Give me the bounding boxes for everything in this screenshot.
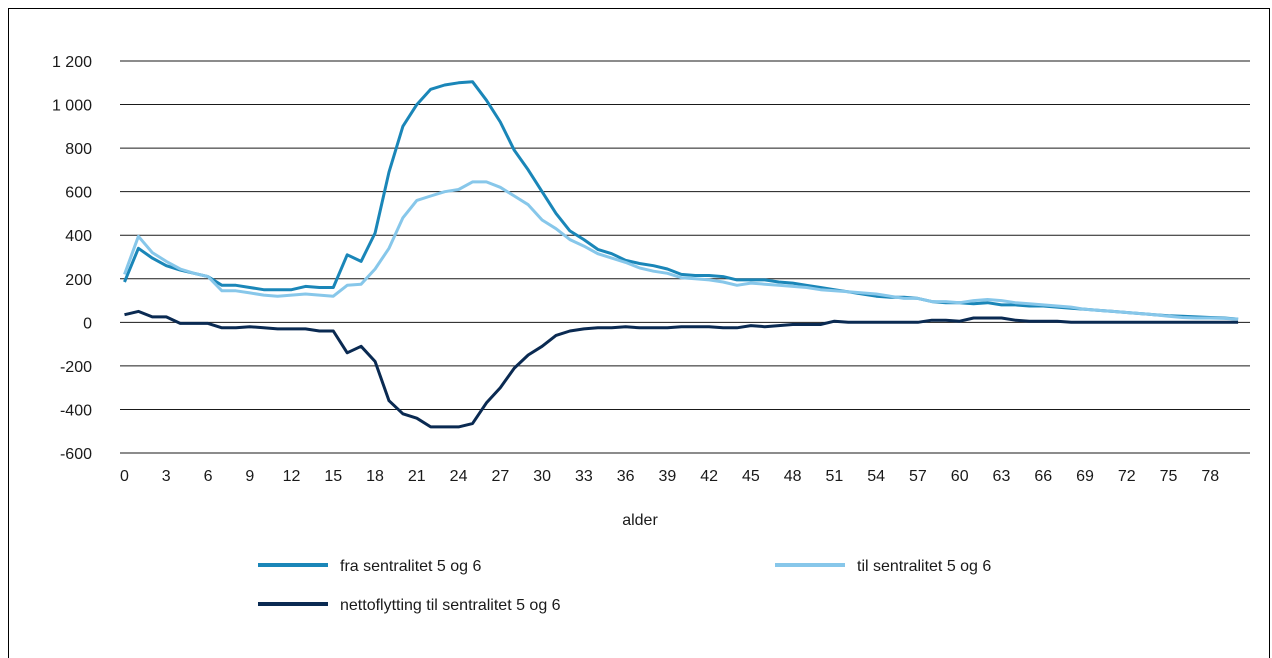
x-tick-label: 3 bbox=[162, 468, 171, 485]
legend-label-fra: fra sentralitet 5 og 6 bbox=[340, 558, 482, 575]
legend-label-til: til sentralitet 5 og 6 bbox=[857, 558, 991, 575]
y-tick-label: -200 bbox=[60, 359, 92, 376]
y-tick-label: 1 000 bbox=[52, 98, 92, 115]
y-tick-label: 1 200 bbox=[52, 54, 92, 71]
y-tick-label: 0 bbox=[83, 315, 92, 332]
x-tick-label: 66 bbox=[1034, 468, 1052, 485]
x-tick-label: 18 bbox=[366, 468, 384, 485]
x-tick-label: 0 bbox=[120, 468, 129, 485]
y-axis-ticks: -600 -400 -200 0 200 400 600 800 1 000 1 200 bbox=[52, 54, 92, 463]
x-tick-label: 9 bbox=[245, 468, 254, 485]
x-tick-label: 6 bbox=[204, 468, 213, 485]
legend-item-til: til sentralitet 5 og 6 bbox=[775, 558, 991, 575]
legend-item-fra: fra sentralitet 5 og 6 bbox=[258, 558, 482, 575]
series-line-2 bbox=[123, 180, 1239, 321]
x-tick-label: 69 bbox=[1076, 468, 1094, 485]
x-tick-label: 45 bbox=[742, 468, 760, 485]
y-tick-label: 400 bbox=[65, 228, 92, 245]
x-tick-label: 30 bbox=[533, 468, 551, 485]
x-tick-label: 21 bbox=[408, 468, 426, 485]
x-tick-label: 12 bbox=[283, 468, 301, 485]
x-tick-label: 48 bbox=[784, 468, 802, 485]
x-axis-label: alder bbox=[622, 512, 658, 529]
x-tick-label: 42 bbox=[700, 468, 718, 485]
x-tick-label: 60 bbox=[951, 468, 969, 485]
x-tick-label: 36 bbox=[617, 468, 635, 485]
y-tick-label: 200 bbox=[65, 272, 92, 289]
x-tick-label: 63 bbox=[993, 468, 1011, 485]
legend-item-netto: nettoflytting til sentralitet 5 og 6 bbox=[258, 597, 561, 614]
series-line-1 bbox=[123, 80, 1239, 321]
y-tick-label: -400 bbox=[60, 402, 92, 419]
x-tick-label: 72 bbox=[1118, 468, 1136, 485]
x-tick-label: 33 bbox=[575, 468, 593, 485]
x-tick-label: 75 bbox=[1160, 468, 1178, 485]
x-axis-ticks: 0 3 6 9 12 15 18 21 24 27 30 33 36 39 42 45 48 51 54 57 60 63… bbox=[120, 468, 1219, 485]
x-tick-label: 78 bbox=[1201, 468, 1219, 485]
chart-frame bbox=[8, 8, 1270, 658]
y-tick-label: 800 bbox=[65, 141, 92, 158]
x-tick-label: 54 bbox=[867, 468, 885, 485]
y-tick-label: 600 bbox=[65, 185, 92, 202]
x-tick-label: 57 bbox=[909, 468, 927, 485]
x-tick-label: 27 bbox=[491, 468, 509, 485]
x-tick-label: 39 bbox=[658, 468, 676, 485]
gridlines bbox=[120, 60, 1250, 454]
legend: fra sentralitet 5 og 6 til sentralitet 5… bbox=[258, 558, 991, 614]
x-tick-label: 51 bbox=[826, 468, 844, 485]
x-tick-label: 15 bbox=[324, 468, 342, 485]
series-line-3 bbox=[124, 309, 1239, 429]
legend-label-netto: nettoflytting til sentralitet 5 og 6 bbox=[340, 597, 561, 614]
y-tick-label: -600 bbox=[60, 446, 92, 463]
x-tick-label: 24 bbox=[450, 468, 468, 485]
series-lines bbox=[123, 80, 1239, 429]
